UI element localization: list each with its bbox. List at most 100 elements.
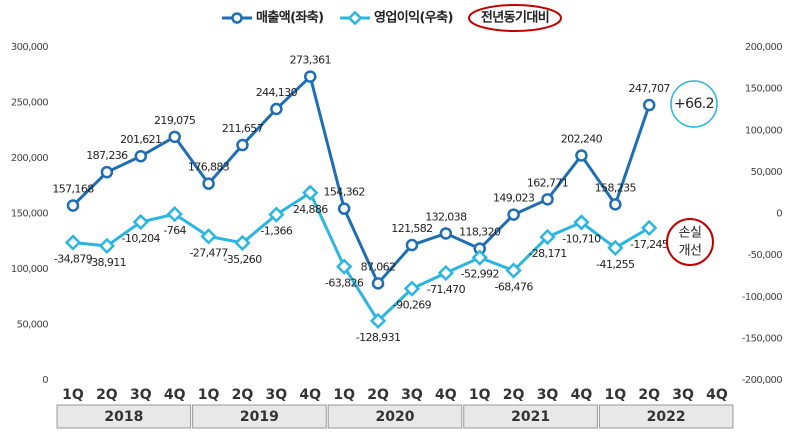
y2-tick-label: 100,000 [745,125,782,136]
data-label: 121,582 [391,222,432,235]
year-label: 2019 [240,409,279,425]
marker [575,149,588,162]
marker [471,249,488,266]
data-label: 149,023 [493,192,535,205]
data-label: -35,260 [223,253,262,266]
x-tick-label: 1Q [198,387,220,403]
marker [166,206,183,223]
marker [507,208,520,221]
annotation: 개선 [679,244,702,259]
y2-tick-label: 50,000 [751,167,783,178]
data-label: 211,657 [222,122,264,135]
y-tick-label: 300,000 [11,42,48,53]
legend-label: 매출액(좌축) [256,10,323,26]
data-label: 157,168 [52,183,94,196]
y2-tick-label: 200,000 [745,42,782,53]
marker [270,102,283,116]
data-label: 273,361 [290,54,331,67]
x-tick-label: 2Q [96,387,118,403]
marker [98,237,116,255]
data-label: 24,886 [293,203,328,216]
x-tick-label: 4Q [571,387,593,403]
data-label: -63,826 [325,277,364,290]
data-label: -90,269 [393,299,432,312]
marker [437,264,454,282]
data-label: -10,204 [122,232,161,245]
y-tick-label: 0 [42,375,48,386]
data-label: 247,707 [629,82,671,95]
marker [439,227,453,240]
marker [200,228,217,245]
data-label: 202,240 [561,133,603,146]
series-line [71,73,651,287]
annotation-circle [666,218,714,266]
x-tick-label: 3Q [401,387,423,403]
marker [100,165,114,179]
annotation: 전년동기대비 [481,10,549,26]
x-tick-label: 3Q [130,387,152,403]
x-tick-label: 2Q [367,387,389,403]
data-label: 132,038 [425,210,467,223]
y2-tick-label: -50,000 [748,250,783,261]
marker [369,312,387,329]
annotation-circle [670,80,718,128]
year-label: 2022 [647,409,686,425]
data-label: 118,320 [459,226,501,239]
marker [573,214,590,231]
legend-label: 영업이익(우축) [374,10,453,26]
data-label: -1,366 [260,225,292,238]
marker [609,198,622,211]
x-tick-label: 3Q [537,387,559,403]
marker [304,70,317,83]
marker [66,199,80,212]
x-tick-label: 4Q [164,387,186,403]
data-label: 154,362 [324,186,365,199]
x-tick-label: 4Q [299,387,321,403]
data-label: -34,879 [54,253,93,266]
marker [337,202,351,215]
data-label: 158,235 [595,181,637,194]
data-label: -38,911 [88,256,126,269]
marker [64,234,82,251]
annotation-ellipse [468,4,562,32]
marker [539,228,556,246]
x-tick-label: 3Q [672,387,694,403]
y2-tick-label: 0 [776,209,782,220]
y-tick-label: 150,000 [11,209,48,220]
data-label: -27,477 [189,246,228,259]
year-box [192,404,327,429]
x-tick-label: 2Q [503,387,525,403]
y2-tick-label: -150,000 [742,333,782,344]
annotation: +66.2 [674,96,714,112]
marker [236,138,249,152]
marker [132,213,149,231]
marker [371,277,385,290]
y2-tick-label: 150,000 [745,84,782,95]
y-tick-label: 200,000 [11,153,48,164]
marker [202,177,215,190]
y-tick-label: 100,000 [11,264,48,275]
marker [168,130,181,144]
marker [607,239,624,256]
marker [405,238,419,252]
marker [505,262,522,279]
data-label: 176,883 [188,161,230,174]
year-box [463,404,598,429]
x-tick-label: 1Q [469,387,491,403]
annotation: 손실 [679,226,702,241]
data-label: 244,130 [256,86,298,99]
x-tick-label: 3Q [266,387,288,403]
marker [336,258,353,275]
x-tick-label: 1Q [333,387,355,403]
year-label: 2021 [511,409,550,425]
x-tick-label: 4Q [706,387,728,403]
marker [642,98,656,112]
marker [268,206,285,223]
data-label: -71,470 [427,283,466,296]
data-label: 187,236 [86,149,128,162]
data-label: -52,992 [461,268,499,281]
legend-marker [347,10,363,26]
y2-tick-label: -200,000 [742,375,782,386]
data-label: 87,062 [361,260,396,273]
